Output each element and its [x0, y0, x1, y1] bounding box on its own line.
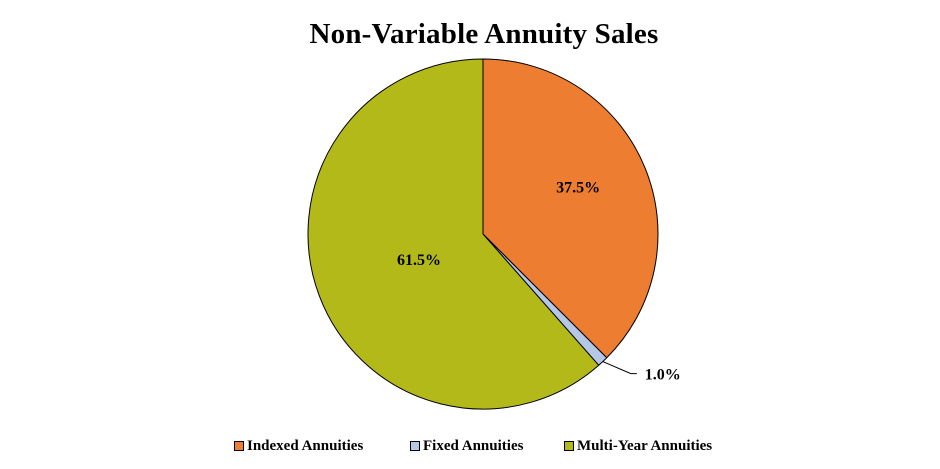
leader-line-fixed-annuities [602, 361, 637, 375]
legend-swatch-indexed-annuities [234, 441, 244, 451]
legend-item-fixed-annuities: Fixed Annuities [410, 436, 523, 456]
legend-swatch-multi-year-annuities [564, 441, 574, 451]
pie-slices [307, 58, 659, 410]
pie-data-labels: 37.5% 61.5% 1.0% [397, 180, 681, 384]
chart-legend: Indexed Annuities Fixed Annuities Multi-Ye… [0, 436, 940, 456]
legend-swatch-fixed-annuities [410, 441, 420, 451]
data-label-fixed-annuities: 1.0% [645, 367, 681, 384]
legend-item-multi-year-annuities: Multi-Year Annuities [564, 436, 712, 456]
legend-label: Multi-Year Annuities [577, 437, 713, 454]
legend-item-indexed-annuities: Indexed Annuities [234, 436, 363, 456]
pie-slice-indexed-annuities [482, 58, 659, 359]
legend-label: Fixed Annuities [423, 437, 524, 454]
data-label-multi-year-annuities: 61.5% [397, 252, 441, 269]
chart-title: Non-Variable Annuity Sales [309, 18, 659, 50]
pie-slice-multi-year-annuities [307, 58, 600, 410]
data-label-indexed-annuities: 37.5% [556, 180, 600, 197]
legend-label: Indexed Annuities [247, 437, 364, 454]
